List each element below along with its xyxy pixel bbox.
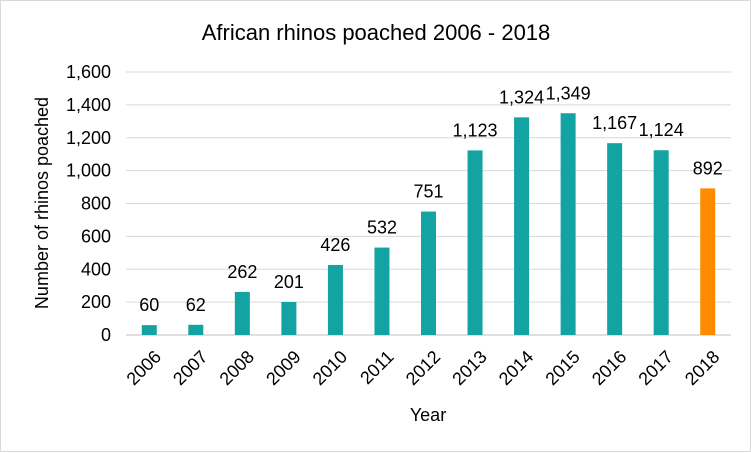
x-tick-label-2017: 2017 xyxy=(634,347,676,389)
bar-2016 xyxy=(607,143,623,335)
x-tick-label-2012: 2012 xyxy=(402,347,444,389)
bar-2012 xyxy=(421,211,436,335)
bars xyxy=(141,113,716,336)
data-label-2009: 201 xyxy=(274,272,304,292)
x-tick-label-2015: 2015 xyxy=(541,347,583,389)
chart-title: African rhinos poached 2006 - 2018 xyxy=(202,20,551,45)
x-tick-label-2008: 2008 xyxy=(216,347,258,389)
y-tick-label: 0 xyxy=(101,325,111,345)
data-label-2007: 62 xyxy=(186,295,206,315)
y-tick-label: 600 xyxy=(81,226,111,246)
data-label-2017: 1,124 xyxy=(639,120,684,140)
data-label-2016: 1,167 xyxy=(592,113,637,133)
x-axis-label: Year xyxy=(410,405,446,425)
bar-2015 xyxy=(560,113,576,336)
data-label-2018: 892 xyxy=(693,158,723,178)
y-axis-ticks: 0 200 400 600 800 1,000 1,200 1,400 1,600 xyxy=(66,62,111,345)
data-label-2008: 262 xyxy=(227,262,257,282)
data-label-2006: 60 xyxy=(139,295,159,315)
gridlines xyxy=(126,71,731,336)
data-label-2012: 751 xyxy=(413,182,443,202)
y-tick-label: 400 xyxy=(81,259,111,279)
bar-2018 xyxy=(700,188,716,335)
y-tick-label: 800 xyxy=(81,194,111,214)
bar-2010 xyxy=(327,264,343,335)
y-axis-label: Number of rhinos poached xyxy=(32,97,52,309)
x-tick-label-2007: 2007 xyxy=(169,347,211,389)
x-tick-label-2016: 2016 xyxy=(588,347,630,389)
y-tick-label: 1,200 xyxy=(66,128,111,148)
x-tick-label-2010: 2010 xyxy=(309,347,351,389)
data-label-2015: 1,349 xyxy=(546,83,591,103)
data-label-2014: 1,324 xyxy=(499,87,544,107)
bar-2009 xyxy=(281,301,297,335)
bar-2014 xyxy=(514,117,530,336)
y-tick-label: 1,400 xyxy=(66,95,111,115)
x-tick-label-2018: 2018 xyxy=(681,347,723,389)
data-label-2010: 426 xyxy=(320,235,350,255)
bar-2013 xyxy=(467,150,483,335)
bar-2008 xyxy=(234,291,250,335)
y-tick-label: 1,000 xyxy=(66,161,111,181)
data-label-2011: 532 xyxy=(367,218,397,238)
bar-2007 xyxy=(188,324,204,335)
bar-2011 xyxy=(374,247,390,335)
x-tick-label-2006: 2006 xyxy=(123,347,165,389)
data-label-2013: 1,123 xyxy=(453,120,498,140)
x-tick-label-2009: 2009 xyxy=(262,347,304,389)
bar-2017 xyxy=(653,150,669,335)
x-tick-label-2014: 2014 xyxy=(495,347,537,389)
x-tick-label-2013: 2013 xyxy=(448,347,490,389)
y-tick-label: 200 xyxy=(81,292,111,312)
x-axis-ticks: 2006 2007 2008 2009 2010 2011 2012 2013 2014 2015… xyxy=(123,347,724,389)
bar-2006 xyxy=(141,325,157,335)
x-tick-label-2011: 2011 xyxy=(356,347,398,389)
y-tick-label: 1,600 xyxy=(66,62,111,82)
